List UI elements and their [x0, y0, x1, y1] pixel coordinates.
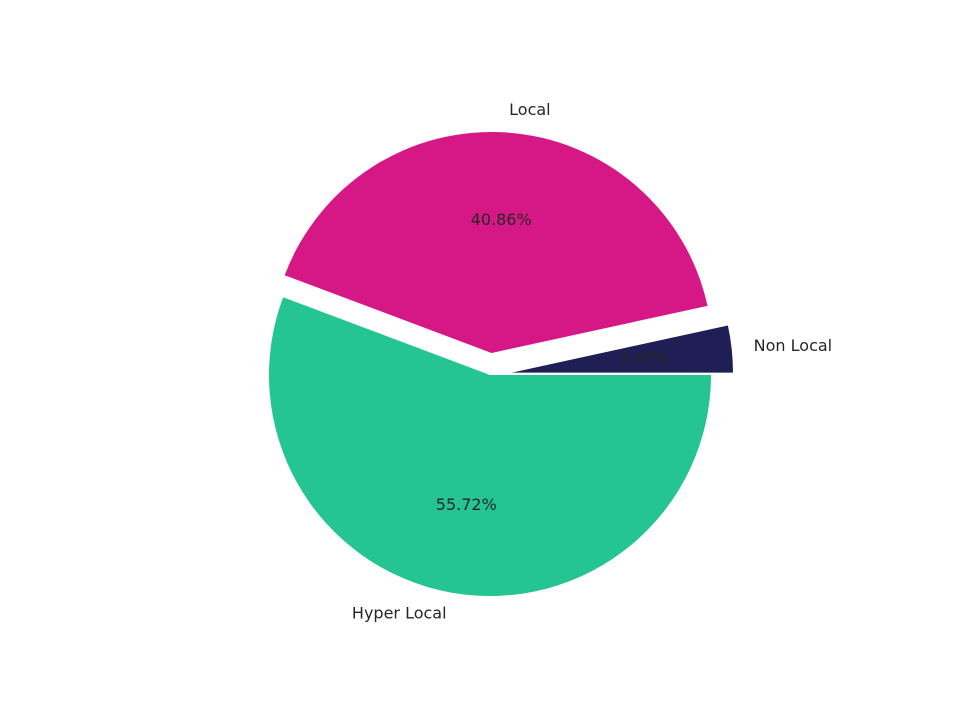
pie-slice-local: [284, 131, 708, 353]
slice-label-hyper-local: Hyper Local: [352, 604, 447, 623]
pie-slice-hyper-local: [269, 297, 711, 596]
slice-label-non-local: Non Local: [754, 336, 832, 355]
slice-percent-non-local: 3.42%: [618, 348, 669, 367]
pie-slice-non-local: [511, 325, 733, 373]
slice-label-local: Local: [509, 100, 550, 119]
slice-percent-hyper-local: 55.72%: [436, 495, 497, 514]
slice-percent-local: 40.86%: [471, 210, 532, 229]
